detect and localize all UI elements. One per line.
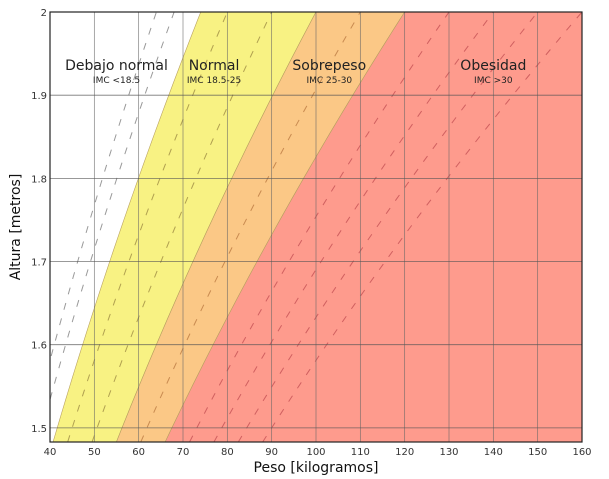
region-range-label: IMC 18.5-25	[187, 76, 241, 86]
x-tick-label: 80	[221, 447, 234, 458]
x-tick-label: 50	[88, 447, 101, 458]
x-tick-label: 120	[395, 447, 414, 458]
x-tick-label: 70	[177, 447, 190, 458]
bmi-line-37.5	[237, 11, 539, 443]
x-tick-label: 100	[306, 447, 325, 458]
region-range-label: IMC 25-30	[306, 76, 352, 86]
x-tick-label: 90	[265, 447, 278, 458]
x-axis-label: Peso [kilogramos]	[254, 460, 379, 476]
x-tick-label: 160	[572, 447, 591, 458]
bmi-line-17	[49, 11, 175, 400]
bmi-regions	[50, 11, 583, 443]
region-name-label: Debajo normal	[65, 58, 168, 74]
axis-ticks: 40 50 60 70 80 90 100 110 120 130 140 150 160 1.5 1.6 1…	[31, 8, 591, 458]
y-tick-label: 2	[41, 8, 47, 19]
x-tick-label: 150	[528, 447, 547, 458]
region-range-label: IMC <18.5	[93, 76, 140, 86]
bmi-line-35	[213, 11, 494, 443]
bmi-line-22.5	[91, 11, 273, 443]
y-tick-label: 1.9	[31, 91, 47, 102]
bmi-line-16	[50, 11, 157, 357]
plot-frame	[49, 11, 583, 443]
x-tick-label: 140	[484, 447, 503, 458]
x-tick-label: 40	[44, 447, 57, 458]
grid-lines	[50, 12, 582, 442]
y-tick-label: 1.8	[31, 174, 47, 185]
region-labels: Debajo normal IMC <18.5 Normal IMC 18.5-25 S…	[65, 58, 526, 86]
region-name-label: Normal	[189, 58, 240, 74]
x-tick-label: 130	[439, 447, 458, 458]
bmi-line-27.5	[140, 11, 361, 443]
y-axis-label: Altura [metros]	[8, 174, 24, 281]
y-tick-label: 1.5	[31, 424, 47, 435]
y-tick-label: 1.6	[31, 341, 47, 352]
region-name-label: Sobrepeso	[292, 58, 366, 74]
y-tick-label: 1.7	[31, 258, 47, 269]
region-debajo-normal	[50, 12, 201, 442]
x-tick-label: 60	[132, 447, 145, 458]
x-tick-label: 110	[351, 447, 370, 458]
region-name-label: Obesidad	[460, 58, 526, 74]
bmi-line-20	[67, 11, 228, 443]
region-range-label: IMC >30	[474, 76, 513, 86]
bmi-line-40	[262, 11, 583, 443]
